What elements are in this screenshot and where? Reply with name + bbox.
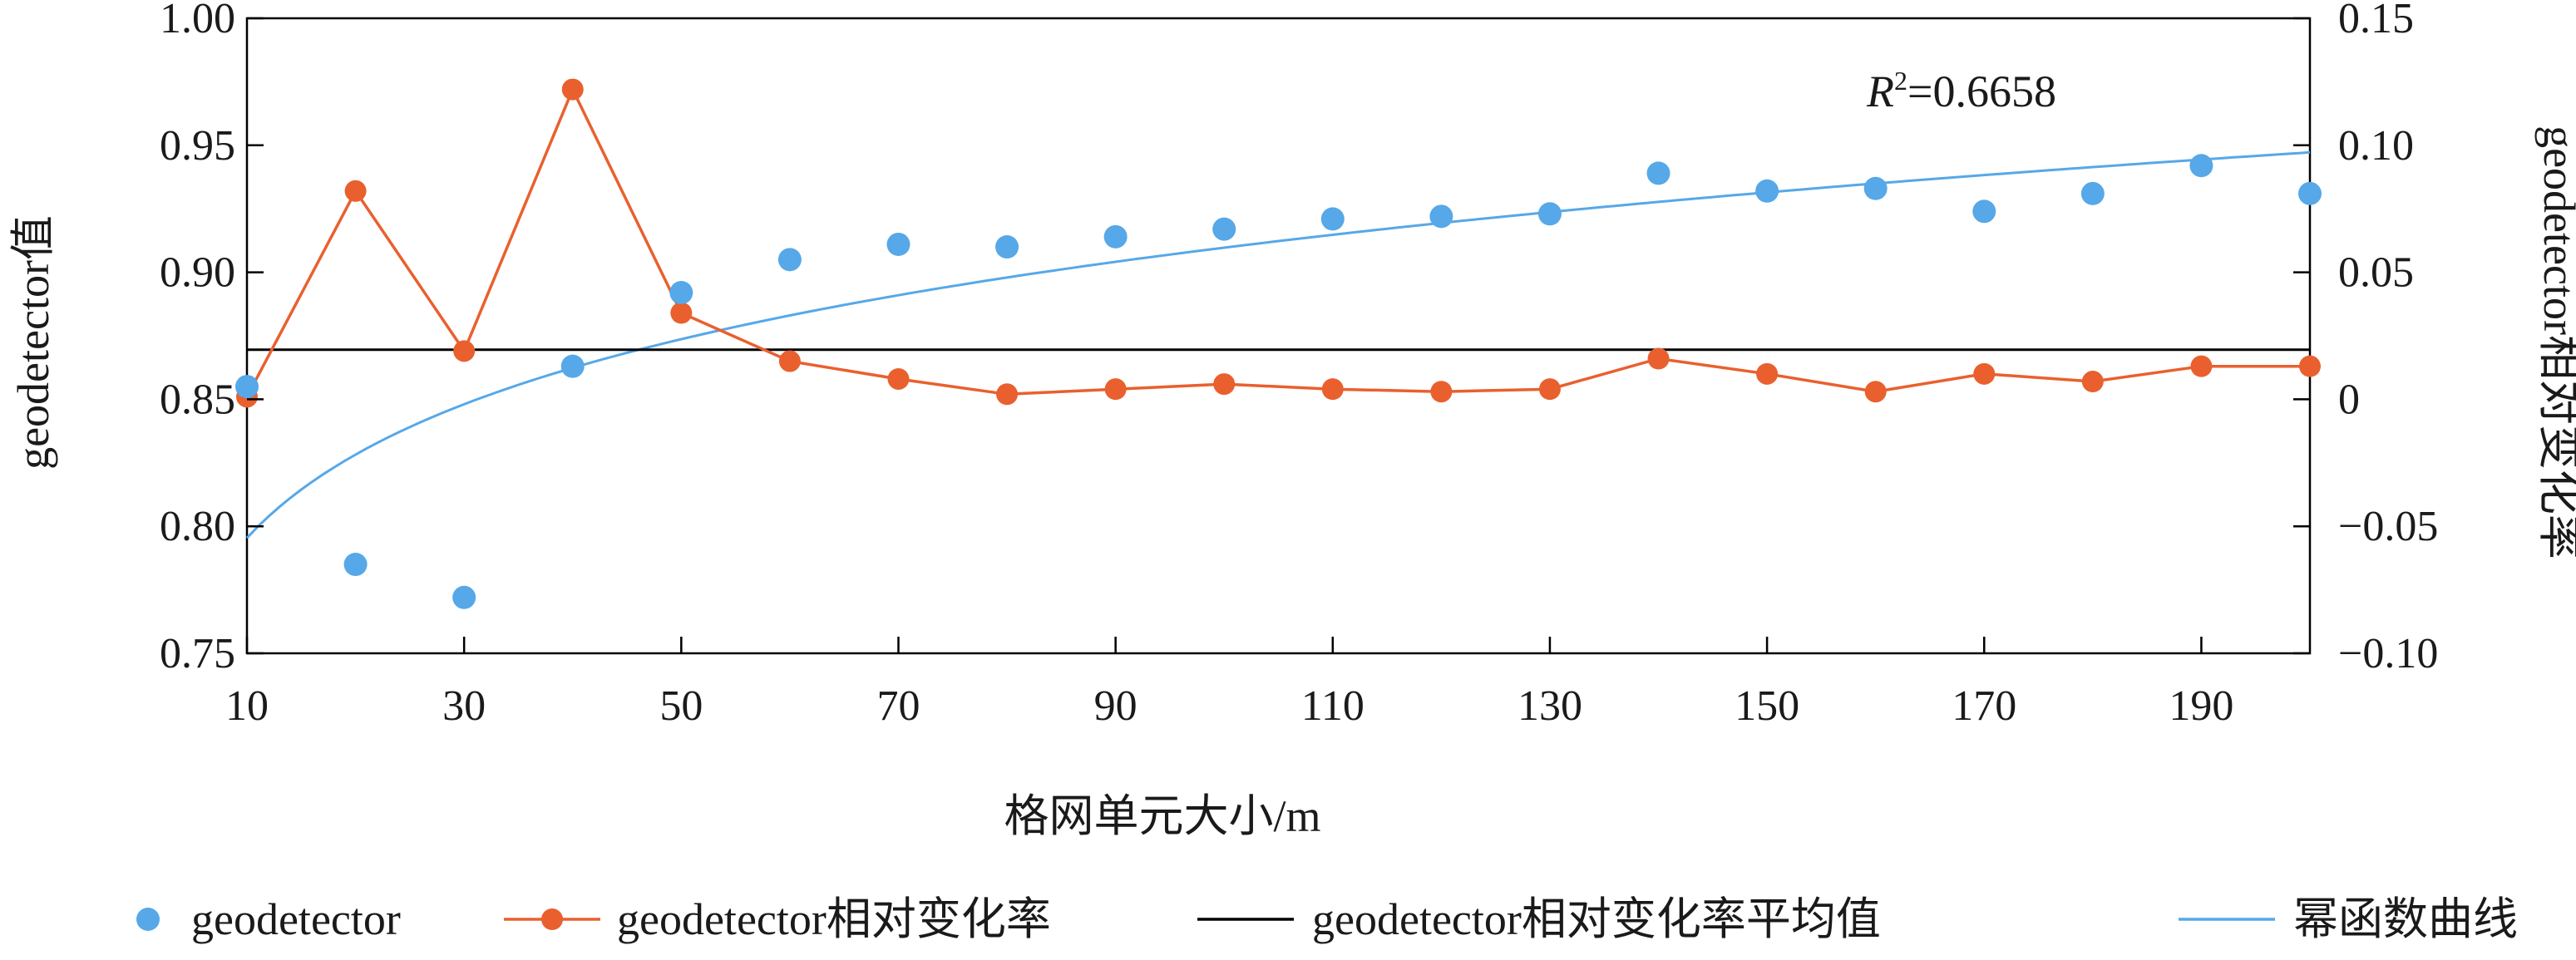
rate-point: [1973, 362, 1996, 385]
y-left-tick-label: 1.00: [160, 0, 235, 42]
geodetector-point: [560, 354, 585, 378]
y-right-tick-label: 0.10: [2338, 122, 2414, 170]
y-right-tick-label: 0: [2338, 376, 2360, 423]
plot-frame: [245, 17, 2312, 655]
y-right-tick-label: −0.05: [2338, 503, 2438, 550]
geodetector-point: [1429, 204, 1453, 229]
geodetector-point: [669, 281, 693, 305]
legend-rate-marker: [541, 908, 563, 930]
y-axis-left-title: geodetector值: [8, 215, 58, 470]
geodetector-point: [2080, 181, 2105, 205]
rate-point: [2299, 355, 2321, 377]
rate-point: [778, 350, 801, 372]
rate-point: [2081, 371, 2104, 393]
plot-border: [245, 17, 2312, 655]
geodetector-point: [886, 232, 910, 256]
legend-geodetector-marker: [136, 908, 160, 931]
geodetector-point: [1320, 207, 1345, 231]
rate-point: [1864, 381, 1887, 403]
rate-point: [1538, 378, 1561, 401]
rate-point: [1104, 378, 1127, 401]
legend-fit-label: 幂函数曲线: [2293, 894, 2518, 944]
rate-point: [1213, 373, 1236, 396]
geodetector-point: [1755, 179, 1779, 203]
geodetector-point: [2298, 181, 2322, 205]
axes-layer: 10 30 50 70 90 110 130 150 170 190 0.75 0.80 0.85 0.9…: [160, 0, 2438, 730]
x-tick-label: 10: [225, 682, 269, 730]
rate-point: [1321, 378, 1344, 401]
r-squared-value: =0.6658: [1907, 66, 2056, 116]
rate-point: [670, 302, 693, 324]
rate-point: [344, 180, 367, 202]
x-tick-label: 30: [442, 682, 486, 730]
geodetector-point: [995, 235, 1019, 259]
series-layer: [235, 78, 2322, 609]
geodetector-point: [1212, 217, 1236, 241]
y-left-tick-label: 0.75: [160, 630, 235, 677]
geodetector-point: [1537, 202, 1562, 226]
y-left-tick-label: 0.95: [160, 122, 235, 170]
rate-point: [887, 367, 910, 390]
rate-point: [561, 78, 584, 101]
y-right-tick-label: −0.10: [2338, 630, 2438, 677]
legend: geodetector geodetector相对变化率 geodetector相对…: [136, 894, 2518, 944]
x-tick-label: 70: [876, 682, 920, 730]
legend-geodetector-label: geodetector: [191, 894, 401, 944]
rate-point: [453, 340, 476, 362]
geodetector-point: [1646, 161, 1670, 185]
x-tick-label: 190: [2169, 682, 2233, 730]
geodetector-point: [235, 375, 259, 399]
geodetector-point: [1972, 199, 1996, 224]
power-fit-curve: [245, 150, 2311, 539]
geodetector-point: [452, 585, 476, 609]
r-squared-annotation: R2=0.6658: [1866, 66, 2056, 116]
rate-point: [1756, 362, 1779, 385]
geodetector-point: [1103, 224, 1128, 249]
x-tick-label: 50: [659, 682, 703, 730]
y-right-tick-label: 0.05: [2338, 249, 2414, 297]
y-left-tick-label: 0.80: [160, 503, 235, 550]
x-tick-label: 150: [1735, 682, 1799, 730]
y-left-tick-label: 0.90: [160, 249, 235, 297]
x-tick-label: 130: [1517, 682, 1582, 730]
rate-point: [996, 383, 1019, 406]
legend-rate-label: geodetector相对变化率: [617, 894, 1051, 944]
r-squared-sup: 2: [1894, 66, 1907, 96]
r-squared-prefix: R: [1866, 66, 1894, 116]
x-tick-label: 170: [1952, 682, 2016, 730]
y-axis-right-title: geodetector相对变化率: [2534, 126, 2576, 559]
x-tick-label: 90: [1094, 682, 1137, 730]
geodetector-point: [2189, 154, 2213, 178]
geodetector-point: [777, 248, 802, 272]
rate-line: [245, 86, 2310, 398]
rate-point: [2190, 355, 2213, 377]
x-axis-title: 格网单元大小/m: [1004, 791, 1320, 841]
rate-point: [1430, 381, 1453, 403]
rate-point: [1647, 347, 1670, 370]
y-left-tick-label: 0.85: [160, 376, 235, 423]
y-right-tick-label: 0.15: [2338, 0, 2414, 42]
x-tick-label: 110: [1301, 682, 1364, 730]
geodetector-point: [1863, 176, 1888, 200]
legend-mean-label: geodetector相对变化率平均值: [1312, 894, 1881, 944]
geodetector-point: [343, 553, 368, 577]
